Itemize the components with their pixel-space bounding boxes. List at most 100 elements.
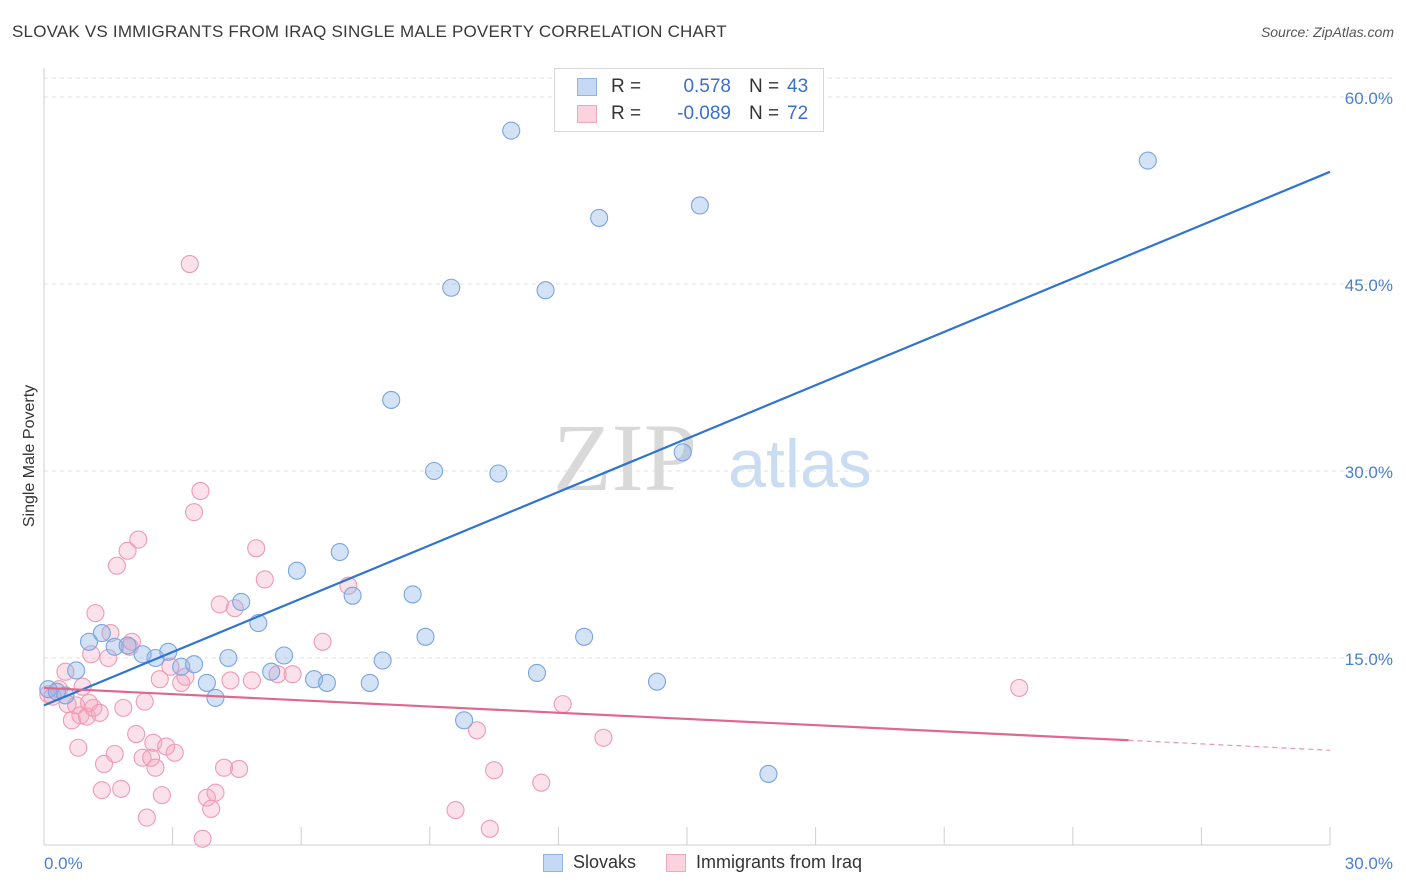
legend-swatch-iraq bbox=[577, 105, 597, 123]
chart-title: SLOVAK VS IMMIGRANTS FROM IRAQ SINGLE MA… bbox=[12, 22, 727, 41]
iraq-point bbox=[206, 783, 225, 802]
legend-row-iraq: R = -0.089 N = 72 bbox=[577, 102, 808, 126]
iraq-point bbox=[62, 711, 81, 730]
iraq-point bbox=[114, 698, 133, 717]
iraq-point bbox=[485, 761, 504, 780]
slovaks-point bbox=[527, 663, 547, 683]
x-tick-label: 30.0% bbox=[1345, 854, 1393, 873]
slovaks-point bbox=[382, 390, 401, 409]
slovaks-point bbox=[536, 281, 555, 300]
slovaks-point bbox=[79, 632, 99, 651]
legend-row-slovaks: R = 0.578 N = 43 bbox=[577, 75, 808, 99]
iraq-point bbox=[112, 779, 131, 798]
legend-label-slovaks: Slovaks bbox=[573, 852, 637, 872]
slovaks-point bbox=[262, 662, 281, 681]
correlation-legend: R = 0.578 N = 43 R = -0.089 N = 72 bbox=[554, 68, 824, 132]
legend-n-label: N = bbox=[749, 76, 780, 97]
slovaks-point bbox=[343, 586, 362, 605]
iraq-point bbox=[127, 724, 146, 744]
slovaks-point bbox=[92, 624, 111, 643]
iraq-point bbox=[191, 481, 210, 500]
legend-marker-iraq bbox=[666, 853, 687, 872]
slovaks-point bbox=[489, 464, 508, 483]
iraq-point bbox=[146, 758, 165, 777]
iraq-point bbox=[105, 744, 124, 764]
slovaks-point bbox=[118, 636, 137, 655]
iraq-point bbox=[210, 595, 229, 614]
iraq-point bbox=[86, 604, 105, 623]
slovaks-point bbox=[416, 627, 435, 646]
iraq-point bbox=[480, 819, 499, 838]
slovaks-point bbox=[1138, 151, 1157, 170]
series-iraq bbox=[39, 255, 1029, 848]
iraq-point bbox=[532, 773, 551, 792]
iraq-point bbox=[184, 503, 204, 522]
iraq-trend-extension bbox=[1128, 739, 1331, 751]
legend-r-slovaks: 0.578 bbox=[683, 76, 731, 97]
slovaks-point bbox=[442, 278, 461, 297]
tick-labels: 15.0% 30.0% 45.0% 60.0% 0.0% 30.0% bbox=[44, 89, 1393, 873]
iraq-point bbox=[135, 692, 154, 711]
iraq-point bbox=[180, 255, 199, 274]
iraq-point bbox=[197, 788, 216, 807]
slovaks-point bbox=[590, 208, 609, 227]
slovaks-point bbox=[219, 648, 238, 668]
y-axis-label: Single Male Poverty bbox=[21, 385, 38, 527]
y-tick-label: 60.0% bbox=[1345, 89, 1393, 108]
watermark: ZIP atlas bbox=[553, 404, 872, 511]
iraq-point bbox=[193, 829, 212, 848]
slovaks-point bbox=[206, 688, 225, 707]
legend-r-label-2: R = bbox=[611, 103, 642, 124]
iraq-point bbox=[242, 671, 261, 690]
iraq-point bbox=[229, 759, 249, 779]
iraq-point bbox=[446, 801, 465, 820]
legend-n-slovaks: 43 bbox=[787, 76, 809, 97]
iraq-point bbox=[214, 758, 234, 777]
slovaks-point bbox=[425, 461, 444, 481]
iraq-point bbox=[137, 808, 156, 827]
iraq-point bbox=[553, 695, 572, 714]
trend-lines bbox=[43, 170, 1331, 751]
slovaks-trend-line bbox=[43, 170, 1331, 707]
y-tick-label: 30.0% bbox=[1345, 463, 1393, 482]
watermark-atlas: atlas bbox=[728, 426, 872, 502]
slovaks-point bbox=[67, 661, 86, 680]
iraq-point bbox=[202, 799, 221, 818]
iraq-point bbox=[221, 671, 240, 690]
y-tick-label: 15.0% bbox=[1345, 650, 1393, 669]
iraq-point bbox=[150, 670, 169, 689]
iraq-point bbox=[176, 667, 195, 686]
watermark-zip: ZIP bbox=[553, 404, 697, 511]
slovaks-point bbox=[673, 443, 692, 462]
series-slovaks bbox=[39, 121, 1157, 783]
iraq-point bbox=[161, 657, 180, 676]
slovaks-point bbox=[317, 673, 336, 692]
iraq-point bbox=[255, 570, 274, 589]
legend-r-label: R = bbox=[611, 76, 642, 97]
axes bbox=[43, 68, 1331, 846]
iraq-point bbox=[594, 728, 613, 747]
iraq-point bbox=[283, 665, 302, 684]
legend-swatch-slovaks bbox=[577, 78, 597, 96]
iraq-point bbox=[90, 703, 109, 722]
legend-r-iraq: -0.089 bbox=[677, 103, 731, 124]
slovaks-point bbox=[455, 711, 474, 730]
slovaks-point bbox=[287, 561, 306, 580]
iraq-point bbox=[165, 743, 184, 762]
legend-item-slovaks[interactable]: Slovaks bbox=[543, 852, 636, 873]
legend-item-iraq[interactable]: Immigrants from Iraq bbox=[666, 852, 862, 873]
slovaks-point bbox=[373, 651, 392, 670]
source-label: Source: ZipAtlas.com bbox=[1260, 24, 1394, 40]
iraq-point bbox=[107, 556, 126, 575]
legend-n-iraq: 72 bbox=[787, 103, 809, 124]
legend-n-label-2: N = bbox=[749, 103, 780, 124]
slovaks-point bbox=[647, 672, 667, 691]
iraq-point bbox=[467, 721, 487, 740]
slovaks-point bbox=[690, 196, 709, 215]
y-tick-label: 45.0% bbox=[1345, 276, 1393, 295]
series-legend: Slovaks Immigrants from Iraq bbox=[543, 852, 892, 873]
x-tick-label: 0.0% bbox=[44, 854, 83, 873]
iraq-point bbox=[69, 738, 88, 757]
slovaks-point bbox=[575, 627, 594, 646]
